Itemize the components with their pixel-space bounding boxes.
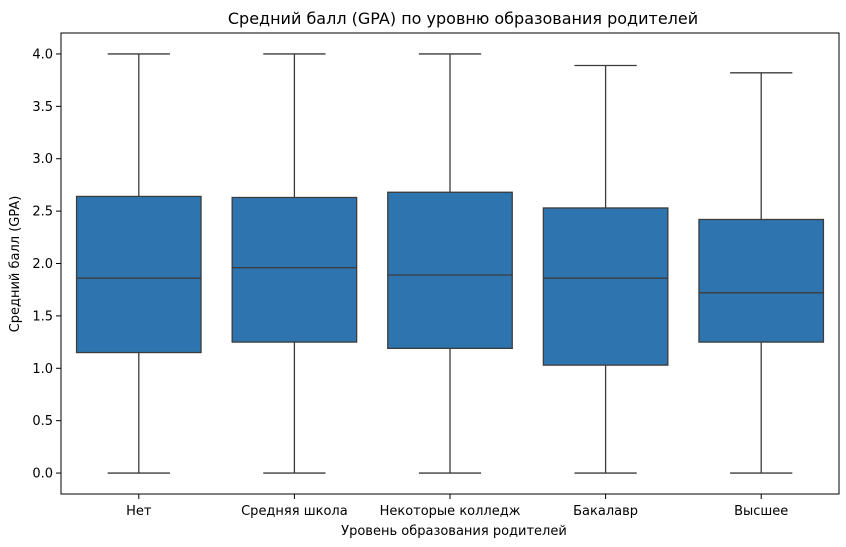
x-tick-label: Некоторые колледж — [380, 504, 521, 519]
chart-title: Средний балл (GPA) по уровню образования… — [228, 9, 698, 28]
y-tick-label: 0.0 — [32, 467, 53, 482]
box-iqr — [542, 207, 669, 366]
box-iqr — [75, 195, 202, 354]
x-tick-label: Нет — [126, 504, 152, 519]
x-tick-label: Бакалавр — [573, 504, 638, 519]
box-iqr — [231, 196, 358, 343]
y-tick-label: 1.0 — [32, 362, 53, 377]
y-axis-label: Средний балл (GPA) — [8, 196, 23, 333]
y-tick-label: 2.5 — [32, 205, 53, 220]
x-tick-label: Средняя школа — [241, 504, 348, 519]
y-tick-label: 0.5 — [32, 414, 53, 429]
y-tick-label: 1.5 — [32, 309, 53, 324]
box-iqr — [387, 191, 513, 350]
x-tick-label: Высшее — [734, 504, 788, 519]
y-tick-label: 3.5 — [32, 100, 53, 115]
y-tick-label: 3.0 — [32, 152, 53, 167]
plot-area: 0.0 0.5 1.0 1.5 2.0 2.5 3.0 3.5 4.0 Нет Средняя шк… — [32, 32, 840, 519]
y-tick-label: 2.0 — [32, 257, 53, 272]
box-iqr — [698, 218, 825, 343]
x-axis-label: Уровень образования родителей — [341, 524, 567, 539]
y-tick-label: 4.0 — [32, 47, 53, 62]
